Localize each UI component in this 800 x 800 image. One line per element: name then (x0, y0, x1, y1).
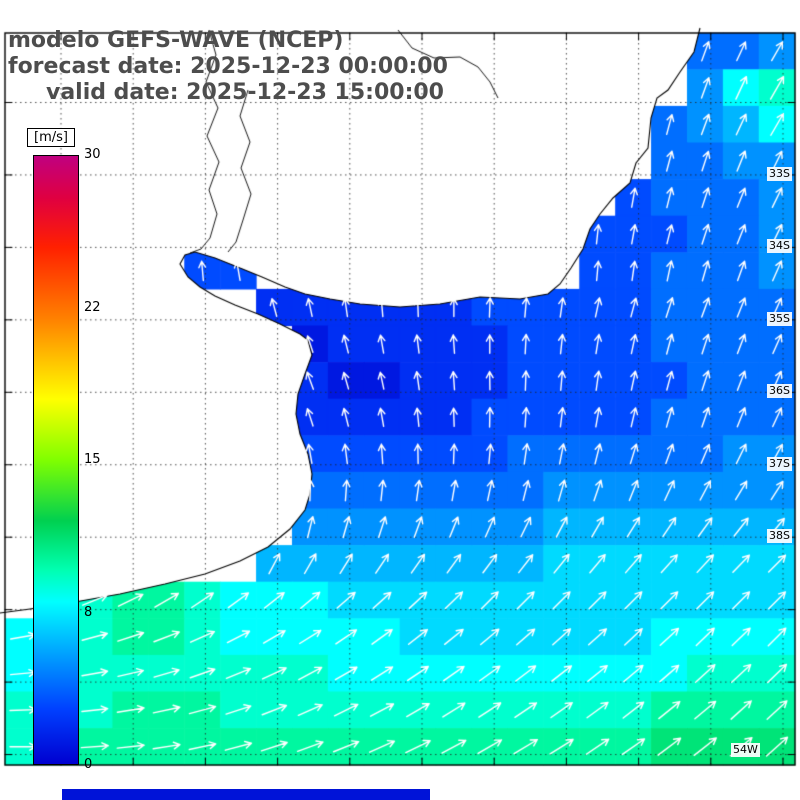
latitude-label: 34S (767, 239, 792, 254)
legend-tick: 0 (84, 757, 93, 772)
bottom-partial-bar (62, 789, 430, 800)
latitude-label: 33S (767, 167, 792, 181)
legend-tick: 30 (84, 147, 101, 162)
legend-units-label: [m/s] (27, 128, 75, 147)
legend-colorbar (33, 155, 79, 765)
longitude-label: 54W (731, 743, 760, 757)
latitude-label: 36S (767, 384, 792, 399)
valid-date-line: valid date: 2025-12-23 15:00:00 (46, 80, 444, 105)
title-block: modelo GEFS-WAVE (NCEP) forecast date: 2… (8, 28, 448, 106)
legend-tick: 8 (84, 604, 93, 620)
forecast-date-line: forecast date: 2025-12-23 00:00:00 (8, 54, 448, 79)
latitude-label: 38S (767, 529, 792, 544)
legend-tick: 15 (84, 452, 101, 467)
legend-tick: 22 (84, 299, 101, 315)
latitude-label: 35S (767, 311, 792, 326)
model-name: modelo GEFS-WAVE (NCEP) (8, 28, 344, 53)
latitude-label: 37S (767, 456, 792, 471)
